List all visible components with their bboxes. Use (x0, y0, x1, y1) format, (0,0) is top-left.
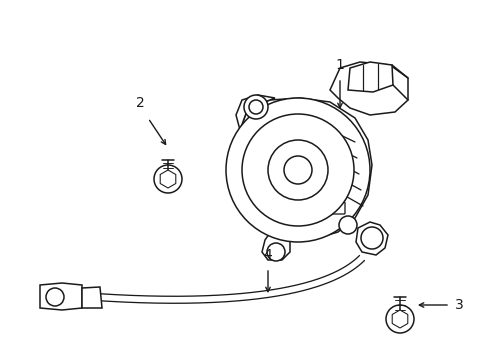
Circle shape (225, 98, 369, 242)
Polygon shape (262, 230, 289, 260)
Circle shape (46, 288, 64, 306)
Polygon shape (82, 287, 102, 308)
Circle shape (266, 243, 285, 261)
Polygon shape (236, 98, 371, 238)
Text: 1: 1 (335, 58, 344, 72)
Circle shape (154, 165, 182, 193)
Polygon shape (236, 95, 274, 130)
Circle shape (244, 95, 267, 119)
Text: 2: 2 (135, 96, 144, 110)
Polygon shape (347, 62, 392, 92)
FancyBboxPatch shape (314, 202, 345, 214)
Circle shape (360, 227, 382, 249)
Polygon shape (391, 310, 407, 328)
Polygon shape (160, 170, 175, 188)
Circle shape (248, 100, 263, 114)
Circle shape (242, 114, 353, 226)
Polygon shape (40, 283, 82, 310)
Circle shape (267, 140, 327, 200)
Polygon shape (329, 62, 407, 115)
Circle shape (284, 156, 311, 184)
Text: 3: 3 (454, 298, 463, 312)
FancyBboxPatch shape (314, 189, 345, 201)
Circle shape (385, 305, 413, 333)
Circle shape (338, 216, 356, 234)
Text: 4: 4 (263, 248, 272, 262)
Polygon shape (355, 222, 387, 255)
